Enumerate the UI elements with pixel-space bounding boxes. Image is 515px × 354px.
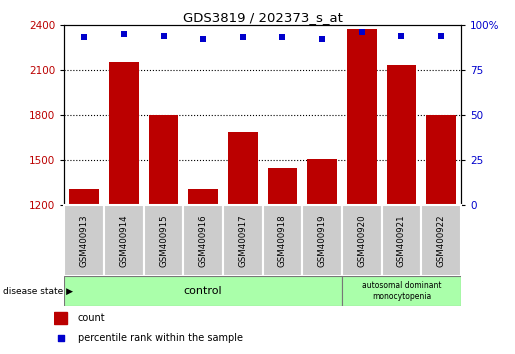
Point: [80, 35, 89, 40]
Point: [57, 336, 65, 341]
Bar: [104, 205, 144, 276]
Bar: [144, 205, 183, 276]
Text: GSM400915: GSM400915: [159, 215, 168, 267]
Text: GSM400922: GSM400922: [437, 215, 445, 267]
Point: [199, 36, 207, 42]
Bar: [188, 189, 218, 205]
Point: [238, 35, 247, 40]
Bar: [223, 205, 263, 276]
Text: GSM400920: GSM400920: [357, 215, 366, 267]
Text: control: control: [184, 286, 222, 296]
Bar: [228, 132, 258, 205]
Bar: [387, 65, 416, 205]
Bar: [426, 115, 456, 205]
Text: GSM400913: GSM400913: [80, 215, 89, 267]
Point: [119, 31, 128, 37]
Point: [398, 33, 406, 39]
Text: disease state ▶: disease state ▶: [3, 287, 73, 296]
Bar: [342, 205, 382, 276]
Bar: [64, 276, 342, 306]
Bar: [149, 115, 178, 205]
Text: count: count: [77, 313, 105, 323]
Bar: [109, 62, 139, 205]
Point: [357, 29, 366, 35]
Bar: [342, 276, 461, 306]
Bar: [64, 205, 104, 276]
Bar: [263, 205, 302, 276]
Bar: [302, 205, 342, 276]
Bar: [183, 205, 223, 276]
Text: GSM400918: GSM400918: [278, 215, 287, 267]
Point: [159, 33, 167, 39]
Point: [278, 35, 286, 40]
Bar: [70, 189, 99, 205]
Bar: [307, 159, 337, 205]
Text: GSM400916: GSM400916: [199, 215, 208, 267]
Text: percentile rank within the sample: percentile rank within the sample: [77, 333, 243, 343]
Bar: [382, 205, 421, 276]
Text: autosomal dominant
monocytopenia: autosomal dominant monocytopenia: [362, 281, 441, 301]
Title: GDS3819 / 202373_s_at: GDS3819 / 202373_s_at: [183, 11, 342, 24]
Bar: [268, 168, 297, 205]
Text: GSM400921: GSM400921: [397, 215, 406, 267]
Text: GSM400917: GSM400917: [238, 215, 247, 267]
Point: [437, 33, 445, 39]
Bar: [421, 205, 461, 276]
Text: GSM400914: GSM400914: [119, 215, 128, 267]
Point: [318, 36, 327, 42]
Bar: [54, 312, 66, 324]
Bar: [347, 29, 376, 205]
Text: GSM400919: GSM400919: [318, 215, 327, 267]
